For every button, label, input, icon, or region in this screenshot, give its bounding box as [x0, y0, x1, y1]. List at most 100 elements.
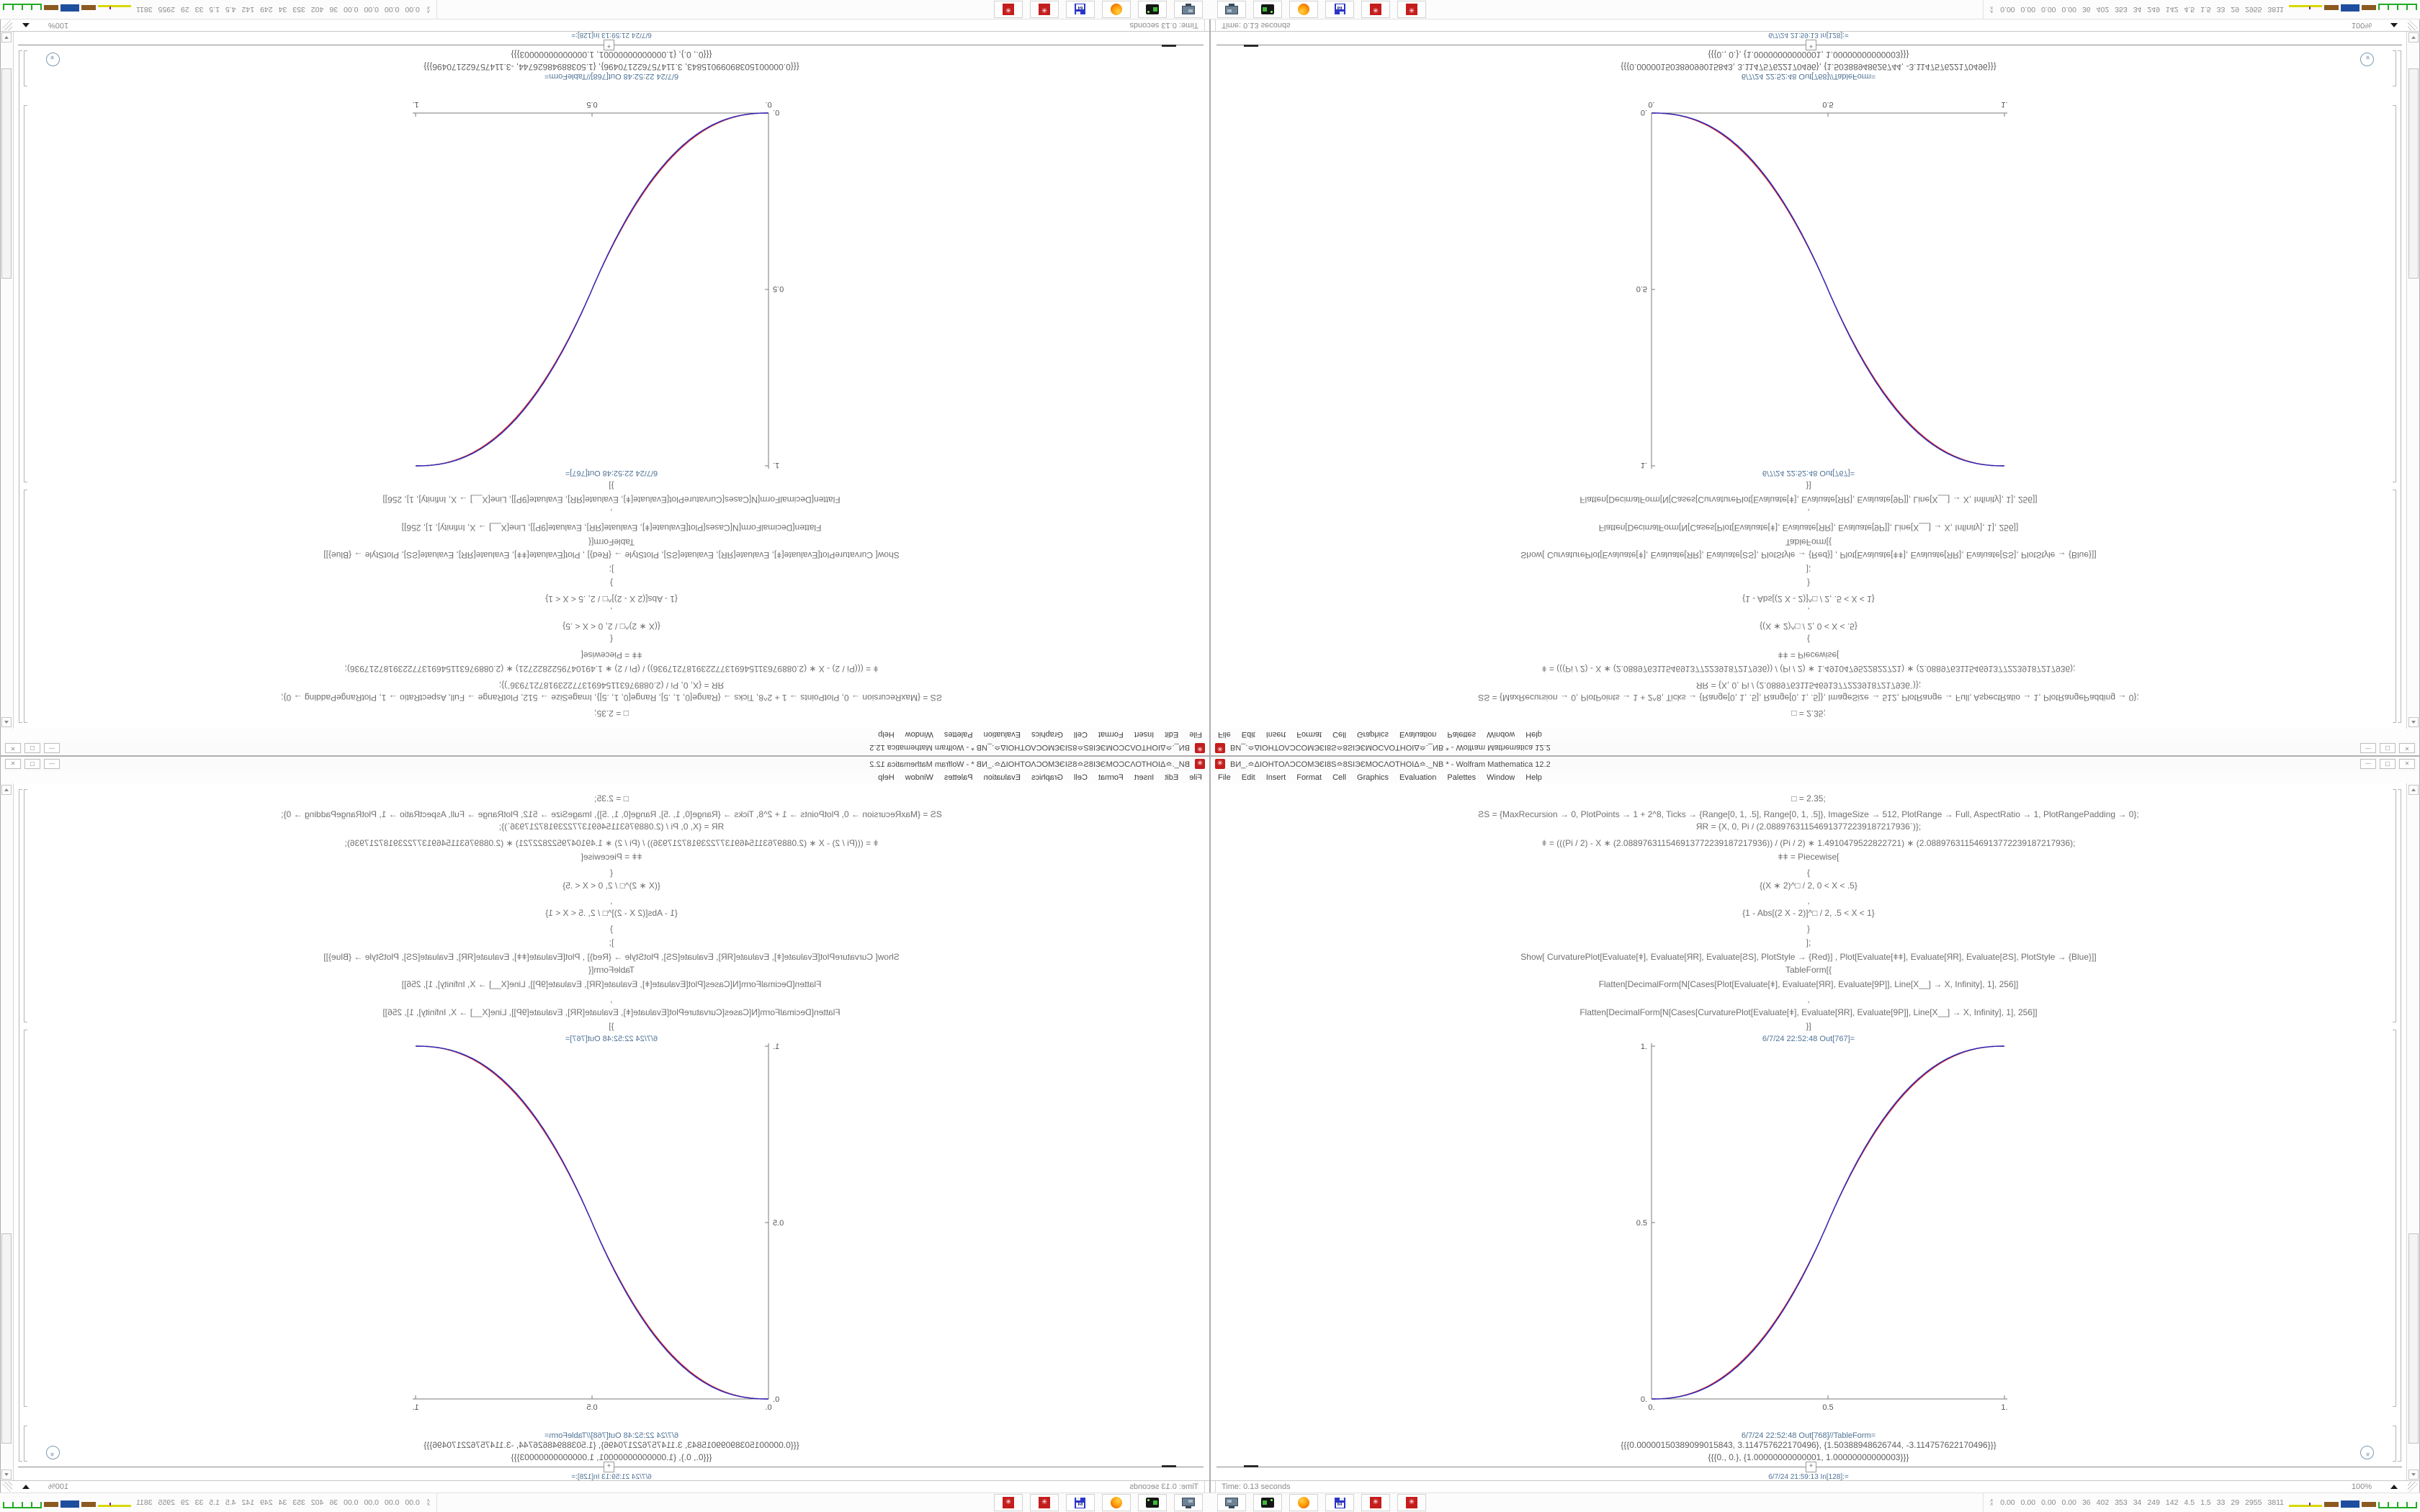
code-line[interactable]: Flatten[DecimalForm[N[Cases[Plot[Evaluat…: [1598, 979, 2019, 989]
code-line[interactable]: ];: [609, 937, 614, 948]
menu-item[interactable]: Evaluation: [1399, 730, 1437, 739]
cell-bracket-table-output[interactable]: [24, 1426, 27, 1462]
cell-bracket-group[interactable]: [2398, 789, 2401, 1462]
suggestions-bar-toggle[interactable]: »: [2360, 1446, 2374, 1459]
tray-expand-icon[interactable]: ∧ ∧: [1989, 1498, 1994, 1507]
tray-expand-icon[interactable]: ∧ ∧: [1989, 5, 1994, 14]
code-line[interactable]: {(X ∗ 2)^□ / 2, 0 < X < .5}: [1760, 881, 1857, 891]
code-line[interactable]: Show[ CurvaturePlot[Evaluate[ǂ], Evaluat…: [1520, 952, 2097, 962]
cell-bracket-table-output[interactable]: [2393, 1426, 2396, 1462]
insert-cell-plus-button[interactable]: +: [604, 40, 614, 50]
hscroll-thumb[interactable]: [1244, 45, 1258, 47]
menu-item[interactable]: File: [1218, 773, 1231, 782]
cell-bracket-table-output[interactable]: [24, 50, 27, 86]
code-line[interactable]: Flatten[DecimalForm[N[Cases[CurvaturePlo…: [382, 1007, 841, 1017]
taskbar-mathematica-button[interactable]: ✳: [1397, 1, 1426, 18]
taskbar-system-monitor-button[interactable]: [1174, 1494, 1203, 1511]
menu-item[interactable]: Help: [1525, 773, 1542, 782]
code-line[interactable]: □ = 2.35;: [594, 708, 629, 719]
code-line[interactable]: ,: [610, 896, 613, 906]
suggestions-bar-toggle[interactable]: »: [46, 1446, 60, 1459]
close-icon[interactable]: ✕: [5, 759, 21, 769]
cell-bracket-plot-output[interactable]: [2393, 1030, 2396, 1407]
resize-grip[interactable]: [2408, 20, 2418, 30]
code-line[interactable]: ǂǂ = Piecewise[: [581, 852, 642, 862]
code-line[interactable]: TableForm[{: [588, 537, 635, 547]
scroll-down-icon[interactable]: [2408, 32, 2419, 42]
code-line[interactable]: ];: [609, 564, 614, 575]
magnification-level[interactable]: 100%: [2351, 21, 2372, 30]
maximize-icon[interactable]: ▢: [2380, 743, 2396, 753]
code-line[interactable]: {1 - Abs[(2 X - 2)]^□ / 2, .5 < X < 1}: [1742, 908, 1875, 918]
insert-cell-plus-button[interactable]: +: [604, 1462, 614, 1472]
code-line[interactable]: }: [610, 924, 614, 934]
menu-item[interactable]: Palettes: [944, 773, 973, 782]
cell-bracket-input[interactable]: [2393, 789, 2396, 1022]
vertical-scrollbar[interactable]: [1, 31, 14, 729]
code-line[interactable]: ЯR = {X, 0, Pi / (2.08897631154691377223…: [1695, 822, 1922, 832]
menu-item[interactable]: Edit: [1241, 730, 1255, 739]
magnification-arrow-icon[interactable]: [2390, 1485, 2398, 1489]
minimize-icon[interactable]: —: [2360, 743, 2376, 753]
code-line[interactable]: ,: [610, 606, 613, 616]
taskbar-firefox-button[interactable]: [1289, 1494, 1318, 1511]
titlebar[interactable]: ✳ ВИ_.≏ΔΙΟΗΤΟΛϽCOMЭƐΙ8S≏8SΙЭƐMOϹΛΟΤΗΟΙΔ≏…: [1, 741, 1209, 755]
code-line[interactable]: Flatten[DecimalForm[N[Cases[Plot[Evaluat…: [401, 979, 822, 989]
code-line[interactable]: □ = 2.35;: [594, 793, 629, 804]
hscroll-thumb[interactable]: [1162, 1465, 1176, 1467]
code-line[interactable]: {: [610, 634, 614, 644]
code-line[interactable]: }]: [1806, 1021, 1811, 1031]
menu-item[interactable]: Palettes: [1447, 730, 1476, 739]
code-line[interactable]: {(X ∗ 2)^□ / 2, 0 < X < .5}: [563, 621, 660, 631]
cell-bracket-table-output[interactable]: [2393, 50, 2396, 86]
code-line[interactable]: ЯR = {X, 0, Pi / (2.08897631154691377223…: [498, 680, 725, 690]
tray-expand-icon[interactable]: ∧ ∧: [426, 1498, 431, 1507]
code-line[interactable]: Flatten[DecimalForm[N[Cases[Plot[Evaluat…: [1598, 523, 2019, 533]
code-line[interactable]: Flatten[DecimalForm[N[Cases[CurvaturePlo…: [382, 495, 841, 505]
menu-item[interactable]: Help: [1525, 730, 1542, 739]
code-line[interactable]: {1 - Abs[(2 X - 2)]^□ / 2, .5 < X < 1}: [1742, 594, 1875, 604]
cell-bracket-input[interactable]: [24, 789, 27, 1022]
menu-item[interactable]: Cell: [1332, 730, 1347, 739]
taskbar-mathematica-button[interactable]: ✳: [994, 1, 1023, 18]
scrollbar-thumb[interactable]: [2408, 68, 2419, 279]
taskbar-floppy64-button[interactable]: 64: [1325, 1494, 1354, 1511]
menu-item[interactable]: Cell: [1073, 730, 1088, 739]
tray-expand-icon[interactable]: ∧ ∧: [426, 5, 431, 14]
cell-bracket-group[interactable]: [19, 50, 22, 723]
menu-item[interactable]: Window: [1487, 730, 1515, 739]
code-line[interactable]: ǂǂ = Piecewise[: [1778, 650, 1839, 660]
scroll-up-icon[interactable]: [2408, 785, 2419, 795]
maximize-icon[interactable]: ▢: [24, 743, 40, 753]
code-line[interactable]: }: [1806, 924, 1810, 934]
close-icon[interactable]: ✕: [2399, 759, 2415, 769]
vertical-scrollbar[interactable]: [2406, 783, 2419, 1481]
menu-item[interactable]: Palettes: [1447, 773, 1476, 782]
taskbar-floppy64-button[interactable]: 64: [1066, 1, 1095, 18]
menu-item[interactable]: Graphics: [1031, 773, 1063, 782]
code-line[interactable]: ƧS = {MaxRecursion → 0, PlotPoints → 1 +…: [1478, 809, 2139, 819]
code-line[interactable]: ǂ = (((Pi / 2) - X ∗ (2.0889763115469137…: [344, 838, 879, 848]
vertical-scrollbar[interactable]: [2406, 31, 2419, 729]
scroll-down-icon[interactable]: [1, 1470, 12, 1480]
resize-grip[interactable]: [2, 20, 12, 30]
cell-bracket-plot-output[interactable]: [24, 105, 27, 482]
code-line[interactable]: TableForm[{: [1785, 537, 1832, 547]
menu-item[interactable]: File: [1189, 730, 1202, 739]
menu-item[interactable]: Evaluation: [983, 773, 1021, 782]
menu-item[interactable]: File: [1218, 730, 1231, 739]
scroll-up-icon[interactable]: [2408, 717, 2419, 727]
code-line[interactable]: ǂ = (((Pi / 2) - X ∗ (2.0889763115469137…: [344, 664, 879, 674]
menu-item[interactable]: Edit: [1165, 773, 1179, 782]
insert-cell-plus-button[interactable]: +: [1806, 40, 1816, 50]
code-line[interactable]: □ = 2.35;: [1791, 708, 1826, 719]
titlebar[interactable]: ✳ ВИ_.≏ΔΙΟΗΤΟΛϽCOMЭƐΙ8S≏8SΙЭƐMOϹΛΟΤΗΟΙΔ≏…: [1211, 757, 2419, 771]
taskbar-floppy64-button[interactable]: 64: [1325, 1, 1354, 18]
taskbar-capture-utility-button[interactable]: [1138, 1, 1167, 18]
code-line[interactable]: ǂ = (((Pi / 2) - X ∗ (2.0889763115469137…: [1541, 664, 2076, 674]
taskbar-system-monitor-button[interactable]: [1217, 1, 1246, 18]
code-line[interactable]: {: [610, 868, 614, 878]
code-line[interactable]: ,: [1807, 896, 1810, 906]
code-line[interactable]: }]: [609, 481, 614, 491]
resize-grip[interactable]: [2, 1482, 12, 1492]
